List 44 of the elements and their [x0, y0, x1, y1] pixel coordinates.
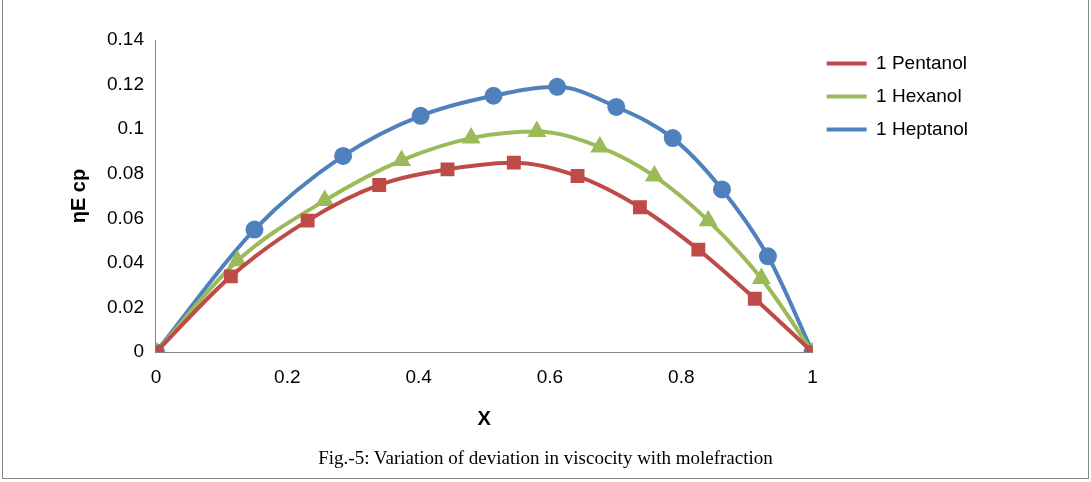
point: [570, 169, 585, 183]
point: [528, 122, 545, 137]
x-tick-label: 0.4: [405, 365, 433, 387]
point: [300, 213, 315, 228]
point: [393, 151, 410, 166]
point: [691, 242, 706, 257]
y-tick-label: 0.04: [107, 251, 145, 273]
point: [229, 251, 246, 267]
point: [463, 129, 480, 144]
point: [440, 162, 455, 177]
y-tick-label: 0.02: [107, 295, 144, 317]
y-tick-label: 0.06: [107, 206, 144, 228]
legend-label: 1 Heptanol: [876, 117, 968, 139]
x-tick-label: 0: [150, 365, 162, 387]
x-tick-label: 0.8: [668, 365, 695, 387]
x-axis-title: X: [477, 406, 492, 429]
text: Fig.-5: Variation of deviation in viscocity with molefraction: [317, 447, 774, 469]
point: [632, 200, 647, 215]
point: [548, 77, 567, 96]
legend-label: 1 Pentanol: [876, 51, 967, 73]
point: [223, 269, 238, 284]
point: [506, 155, 521, 170]
point: [646, 167, 663, 182]
y-tick-label: 0.1: [117, 117, 144, 139]
point: [607, 97, 626, 116]
y-tick-label: 0.12: [107, 72, 144, 94]
point: [758, 247, 777, 266]
x-tick-label: 0.2: [274, 365, 301, 387]
point: [663, 129, 682, 148]
point: [484, 86, 503, 105]
point: [712, 180, 731, 199]
y-tick-label: 0: [133, 340, 144, 362]
legend-label: 1 Hexanol: [876, 84, 962, 106]
point: [372, 178, 387, 192]
point: [747, 291, 762, 306]
x-tick-label: 0.6: [536, 365, 564, 387]
y-tick-label: 0.14: [107, 28, 145, 50]
point: [591, 138, 608, 153]
x-tick-label: 1: [807, 365, 818, 387]
y-tick-label: 0.08: [107, 162, 144, 184]
point: [245, 220, 264, 239]
point: [411, 106, 430, 125]
y-axis-title: ηE cp: [66, 168, 89, 224]
point: [334, 146, 353, 165]
